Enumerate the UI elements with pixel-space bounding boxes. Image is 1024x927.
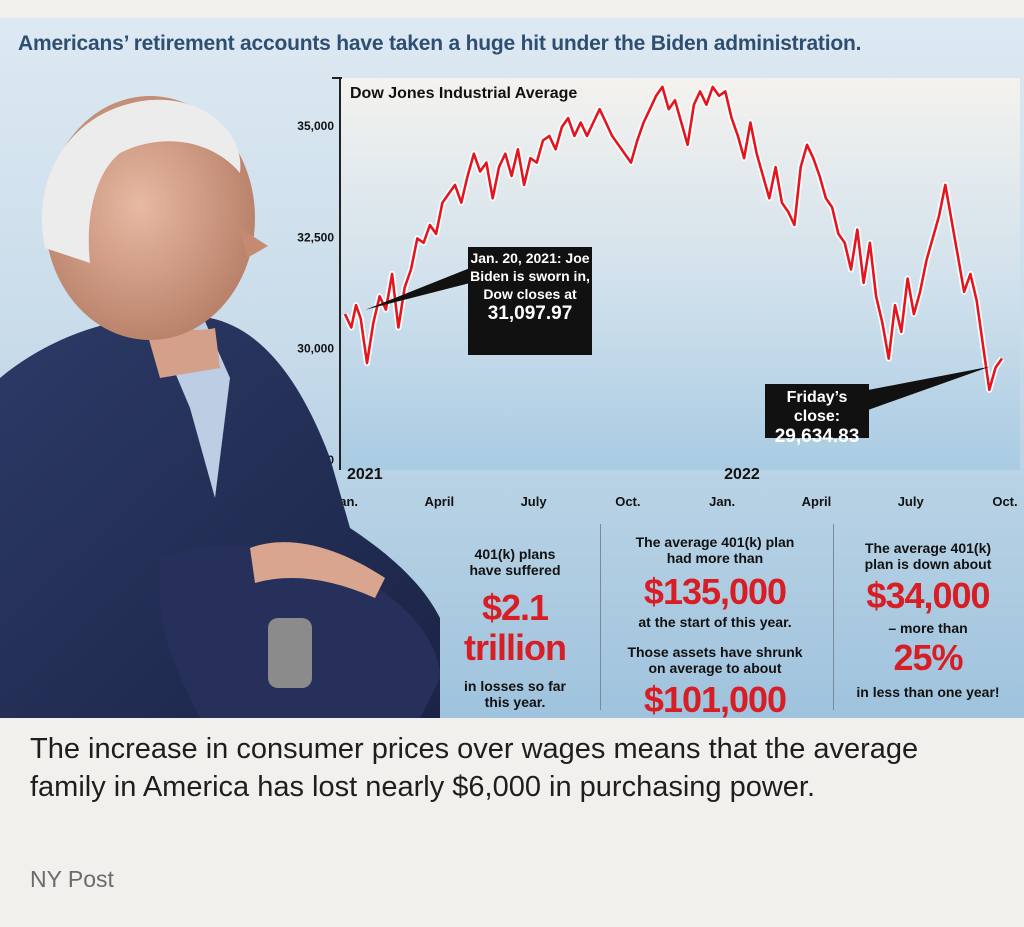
person-photo [0, 96, 440, 718]
stat-3-big2: 25% [893, 637, 963, 678]
stat-2-line5: on average to about [648, 660, 782, 676]
y-tick-label: 32,500 [297, 230, 334, 244]
stat-2-line1: The average 401(k) plan [635, 534, 795, 550]
headline: Americans’ retirement accounts have take… [18, 32, 862, 55]
year-label: 2021 [347, 466, 383, 483]
stat-3-line3: – more than [888, 620, 968, 636]
stat-3-line1: The average 401(k) [864, 540, 992, 556]
x-tick-label: July [898, 494, 925, 509]
callout-friday-text: Friday’s close: [786, 389, 848, 425]
x-tick-label: July [521, 494, 548, 509]
stat-1-big1: $2.1 [481, 587, 549, 628]
post-source: NY Post [30, 866, 114, 892]
stat-2-line4: Those assets have shrunk [627, 644, 803, 660]
callout-inauguration-value: 31,097.97 [487, 303, 573, 324]
x-tick-label: April [424, 494, 454, 509]
stats-panel: 401(k) plans have suffered $2.1 trillion… [440, 518, 1024, 718]
stat-3-big1: $34,000 [866, 575, 990, 616]
callout-friday-close: Friday’s close: 29,634.83 [765, 384, 869, 447]
x-tick-label: Jan. [709, 494, 735, 509]
year-label: 2022 [724, 466, 760, 483]
x-tick-label: Oct. [992, 494, 1017, 509]
stat-trillion: 401(k) plans have suffered $2.1 trillion… [440, 518, 590, 710]
post-caption: The increase in consumer prices over wag… [30, 733, 919, 803]
stat-2-big1: $135,000 [643, 571, 787, 612]
callout-pointer [365, 268, 470, 310]
plot-area [340, 78, 1020, 470]
stat-2-line3: at the start of this year. [638, 614, 792, 630]
stats-divider [600, 524, 601, 710]
dow-chart: Dow Jones Industrial Average 35,000 32,50… [297, 77, 1020, 509]
stat-1-line3: in losses so far [464, 678, 566, 694]
stat-down: The average 401(k) plan is down about $3… [838, 518, 1018, 700]
y-tick-label: 35,000 [297, 119, 334, 133]
stat-2-line2: had more than [666, 550, 764, 566]
callout-inauguration: Jan. 20, 2021: Joe Biden is sworn in, Do… [468, 247, 592, 355]
x-tick-label: April [802, 494, 832, 509]
stat-2-big2: $101,000 [643, 679, 787, 719]
stats-divider [833, 524, 834, 710]
chart-title: Dow Jones Industrial Average [350, 85, 577, 102]
y-tick-label: 30,000 [297, 342, 334, 356]
callout-inauguration-text: Jan. 20, 2021: Joe Biden is sworn in, Do… [470, 250, 590, 302]
stat-3-line2: plan is down about [864, 556, 992, 572]
callout-friday-value: 29,634.83 [774, 426, 860, 447]
stat-1-line4: this year. [484, 694, 546, 710]
dow-line [343, 85, 1003, 392]
callout-pointer [868, 366, 990, 410]
stat-1-line2: have suffered [469, 562, 561, 578]
stat-3-line4: in less than one year! [856, 684, 1000, 700]
x-tick-label: Oct. [615, 494, 640, 509]
stat-1-big2: trillion [464, 627, 567, 668]
stat-average-plan: The average 401(k) plan had more than $1… [605, 518, 825, 718]
infographic: Americans’ retirement accounts have take… [0, 18, 1024, 718]
stat-1-line1: 401(k) plans [474, 546, 556, 562]
